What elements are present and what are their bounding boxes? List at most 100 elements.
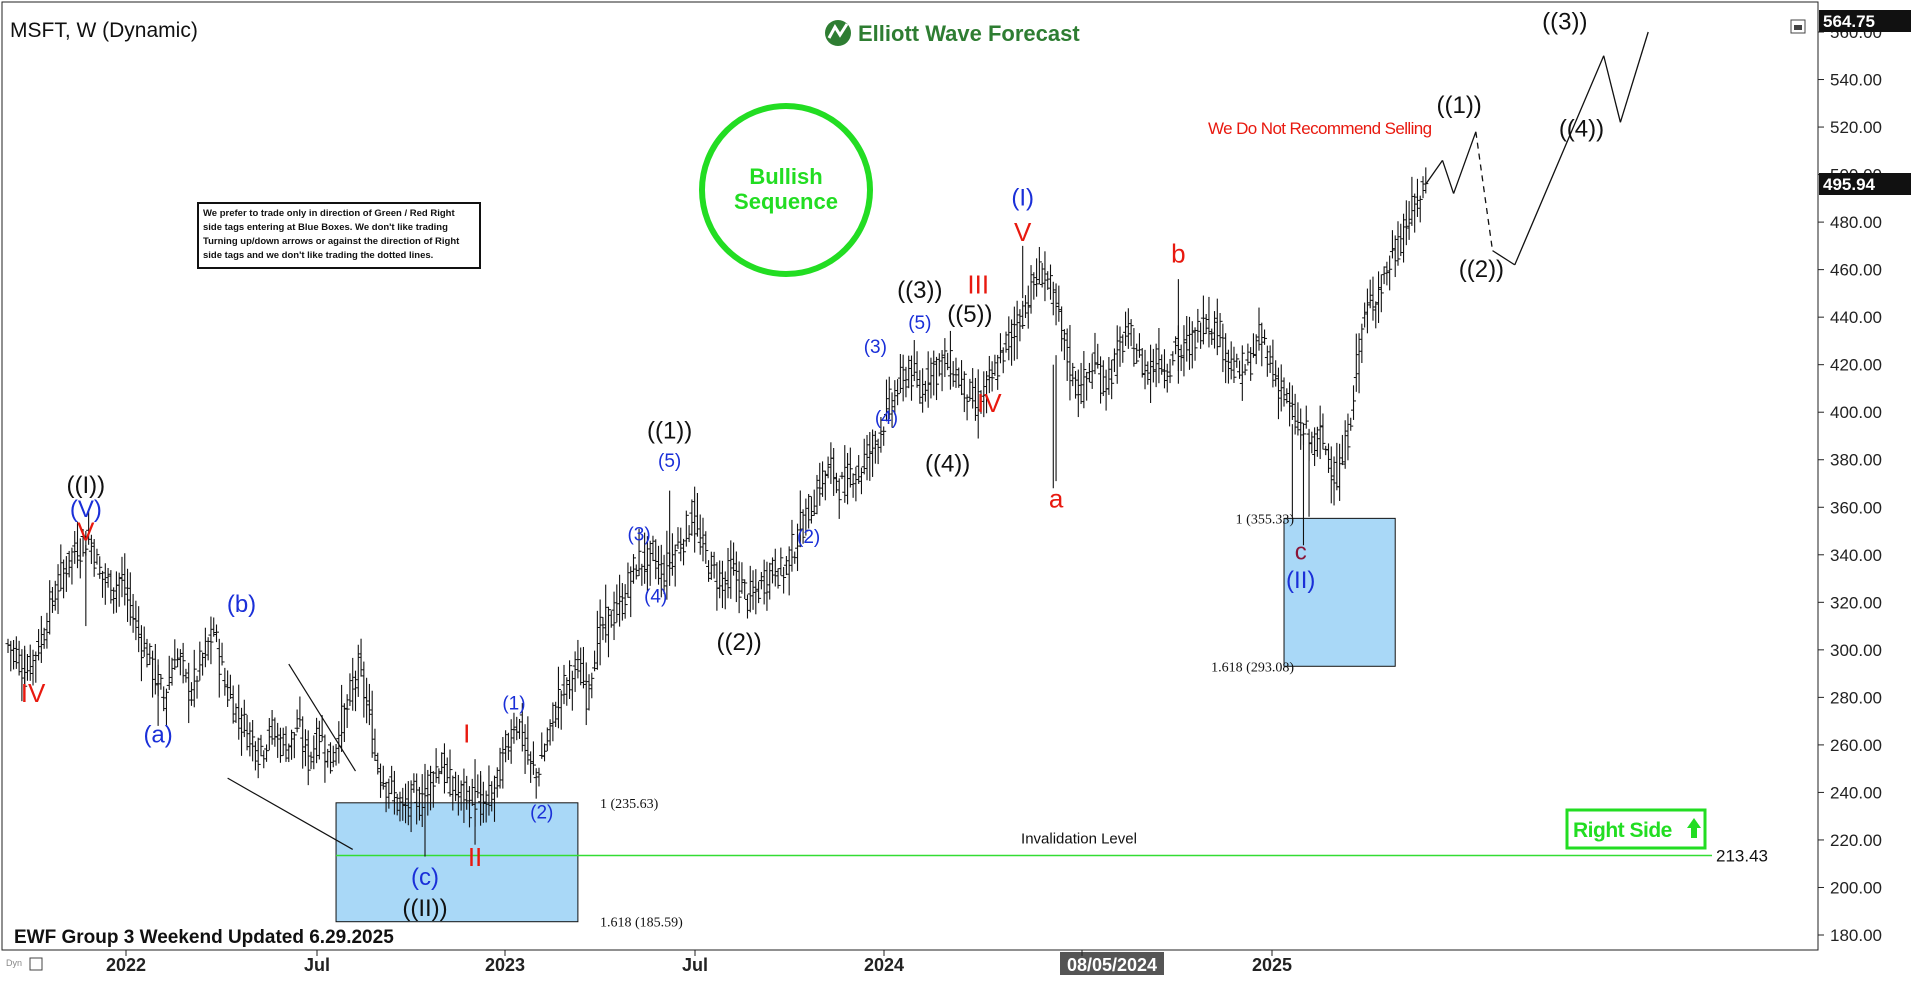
fib-level-label: 1.618 (293.08) xyxy=(1211,660,1294,675)
blue-box-layer xyxy=(335,517,1396,923)
wave-label: (2) xyxy=(530,803,553,824)
ohlc-bars-layer xyxy=(5,167,1429,857)
wave-label: III xyxy=(967,269,989,299)
projection-segment xyxy=(1452,131,1477,194)
projection-layer xyxy=(1425,31,1649,266)
x-tick-label: 08/05/2024 xyxy=(1067,955,1157,975)
wave-label: ((4)) xyxy=(1559,116,1604,143)
wave-label: (3) xyxy=(627,525,650,546)
wave-label: (3) xyxy=(864,337,887,358)
plot-area xyxy=(1,1,1819,951)
right-side-tag-frame xyxy=(1565,808,1707,850)
fib-level-label: 1 (235.63) xyxy=(600,797,659,812)
channel-line-lower xyxy=(227,777,354,850)
wave-label: ((2)) xyxy=(1459,256,1504,283)
projection-segment xyxy=(1603,55,1622,123)
wave-label: I xyxy=(463,719,470,749)
wave-label: (V) xyxy=(70,496,102,523)
wave-label: (4) xyxy=(644,586,667,607)
wave-label: a xyxy=(1049,483,1064,513)
price-tag-top-label: 564.75 xyxy=(1823,12,1875,31)
y-tick-label: 540.00 xyxy=(1830,71,1882,90)
y-tick-label: 420.00 xyxy=(1830,356,1882,375)
rules-line-4: side tags and we don't like trading the … xyxy=(203,250,433,261)
x-tick-label: 2025 xyxy=(1252,955,1292,975)
wave-label: ((5)) xyxy=(947,301,992,328)
y-tick-label: 300.00 xyxy=(1830,641,1882,660)
projection-segment xyxy=(1492,250,1516,266)
brand-logo-wave-icon xyxy=(827,23,849,39)
wave-label: (I) xyxy=(1011,184,1034,211)
wave-label: II xyxy=(468,842,482,872)
wave-label: ((3)) xyxy=(1542,9,1587,36)
bullish-label-line1: Bullish xyxy=(749,164,822,189)
fib-labels-layer: 1 (235.63) 1.618 (185.59) 1 (355.33) 1.618 … xyxy=(600,512,1294,930)
price-tag-top xyxy=(1819,10,1911,32)
y-tick-label: 480.00 xyxy=(1830,213,1882,232)
y-tick-label: 340.00 xyxy=(1830,546,1882,565)
price-tag-current-label: 495.94 xyxy=(1823,175,1876,194)
wave-label: (b) xyxy=(227,591,256,618)
wave-label: ((2)) xyxy=(716,629,761,656)
trading-rules-note: We prefer to trade only in direction of … xyxy=(197,202,481,269)
projection-segment xyxy=(1514,55,1605,266)
x-tick-label: 2022 xyxy=(106,955,146,975)
price-axis: 180.00 200.00 220.00 240.00 260.00 280.00 300.… xyxy=(1818,10,1911,945)
wave-labels-layer: ((I))(V)VIV(a)(b)I(1)(2)II(c)((II))(3)(4… xyxy=(21,9,1604,922)
fib-level-label: 1 (355.33) xyxy=(1236,512,1295,527)
projection-segment xyxy=(1441,160,1455,194)
y-tick-label: 240.00 xyxy=(1830,783,1882,802)
blue-box-2 xyxy=(1283,517,1396,667)
y-tick-label: 440.00 xyxy=(1830,308,1882,327)
symbol-title: MSFT, W (Dynamic) xyxy=(10,19,198,42)
wave-label: ((II)) xyxy=(402,895,447,922)
y-tick-label: 460.00 xyxy=(1830,261,1882,280)
wave-label: (c) xyxy=(411,864,439,891)
wave-label: (5) xyxy=(908,313,931,334)
rules-line-1: We prefer to trade only in direction of … xyxy=(203,208,455,219)
wave-label: c xyxy=(1295,539,1307,566)
wave-label: (1) xyxy=(502,693,525,714)
footer-update-label: EWF Group 3 Weekend Updated 6.29.2025 xyxy=(14,927,394,948)
wave-label: IV xyxy=(977,388,1002,418)
y-tick-label: 400.00 xyxy=(1830,403,1882,422)
invalidation-label: Invalidation Level xyxy=(1021,831,1137,848)
rules-note-frame xyxy=(197,202,481,269)
bullish-circle-icon xyxy=(699,103,873,277)
wave-label: b xyxy=(1171,239,1185,269)
invalidation-value: 213.43 xyxy=(1716,847,1768,866)
x-tick-label: Jul xyxy=(304,955,330,975)
wave-label: ((4)) xyxy=(925,451,970,478)
bullish-sequence-badge: Bullish Sequence xyxy=(699,103,873,277)
brand-logo: Elliott Wave Forecast xyxy=(825,20,1080,46)
right-side-tag[interactable]: Right Side xyxy=(1565,808,1707,850)
x-tick-label: 2023 xyxy=(485,955,525,975)
y-tick-label: 180.00 xyxy=(1830,926,1882,945)
fib-level-label: 1.618 (185.59) xyxy=(600,916,683,931)
time-axis: 2022 Jul 2023 Jul 2024 08/05/2024 2025 xyxy=(106,950,1292,975)
projection-segment xyxy=(1475,131,1494,251)
y-tick-label: 200.00 xyxy=(1830,878,1882,897)
y-tick-label: 260.00 xyxy=(1830,736,1882,755)
x-tick-label: Jul xyxy=(682,955,708,975)
wave-label: (II) xyxy=(1286,567,1315,594)
wave-label: ((1)) xyxy=(647,417,692,444)
wave-label: (5) xyxy=(658,451,681,472)
chart-settings-icon-inner xyxy=(1794,25,1802,30)
rules-line-3: Turning up/down arrows or against the di… xyxy=(203,236,460,247)
corner-tag: Dyn xyxy=(6,958,22,968)
y-tick-label: 320.00 xyxy=(1830,593,1882,612)
wave-label: ((1)) xyxy=(1436,92,1481,119)
rules-line-2: side tags entering at Blue Boxes. We don… xyxy=(203,222,448,233)
wave-label: ((I)) xyxy=(67,472,106,499)
right-side-label: Right Side xyxy=(1573,819,1672,842)
projection-segment xyxy=(1619,31,1649,123)
wave-label: (a) xyxy=(143,722,172,749)
blue-box-1 xyxy=(335,802,579,923)
y-tick-label: 520.00 xyxy=(1830,118,1882,137)
wave-label: V xyxy=(77,517,95,547)
corner-menu-icon[interactable] xyxy=(29,957,43,971)
wave-label: V xyxy=(1014,217,1032,247)
